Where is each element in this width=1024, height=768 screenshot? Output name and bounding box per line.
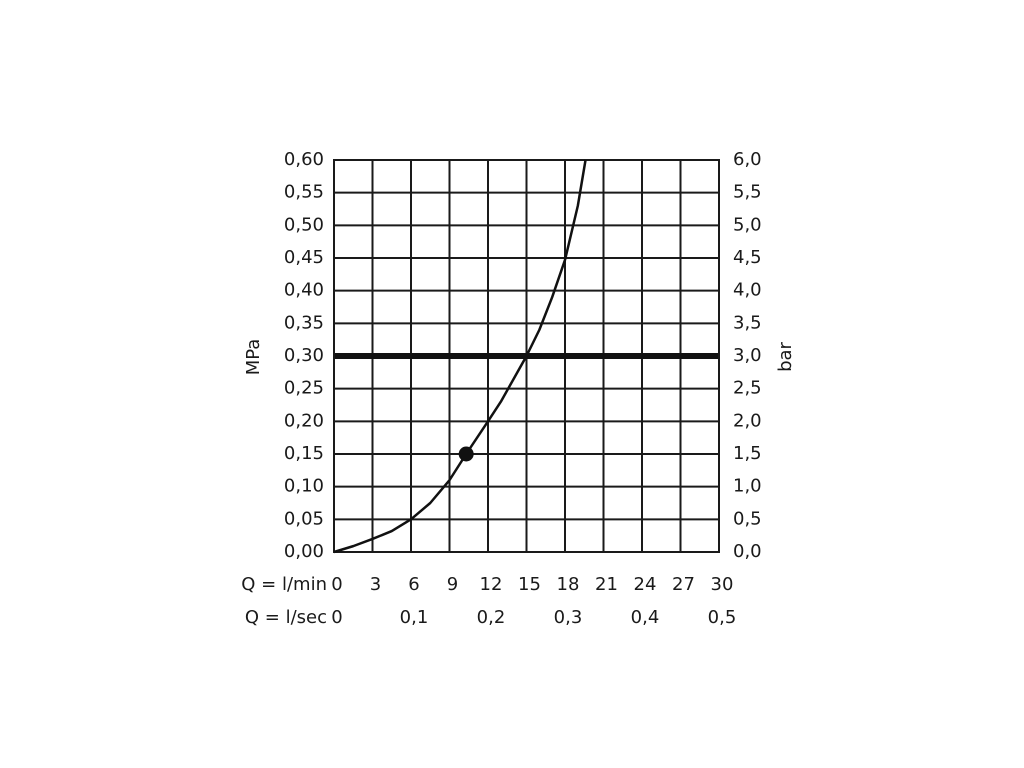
plot-frame bbox=[333, 159, 720, 553]
x-tick-label: 9 bbox=[447, 574, 458, 595]
x-tick-label: 21 bbox=[595, 574, 618, 595]
curve bbox=[333, 159, 587, 554]
x-tick-label: 6 bbox=[408, 574, 419, 595]
x-tick-label: 27 bbox=[672, 574, 695, 595]
x-axis-label: Q = l/min bbox=[241, 574, 327, 595]
x-tick-label: 3 bbox=[370, 574, 381, 595]
y-tick-label: 0,55 bbox=[284, 182, 324, 203]
y2-tick-label: 6,0 bbox=[733, 149, 762, 170]
x-tick-label: 15 bbox=[518, 574, 541, 595]
y2-tick-label: 1,0 bbox=[733, 476, 762, 497]
y-tick-label: 0,20 bbox=[284, 410, 324, 431]
y-tick-label: 0,40 bbox=[284, 280, 324, 301]
y2-tick-label: 2,5 bbox=[733, 378, 762, 399]
y2-tick-label: 5,0 bbox=[733, 214, 762, 235]
x-tick-label: 30 bbox=[711, 574, 734, 595]
y2-tick-label: 0,0 bbox=[733, 541, 762, 562]
y2-axis-label: bar bbox=[775, 341, 796, 371]
y-tick-label: 0,50 bbox=[284, 214, 324, 235]
y-tick-label: 0,25 bbox=[284, 378, 324, 399]
x2-tick-label: 0,2 bbox=[477, 607, 506, 628]
y2-tick-label: 3,0 bbox=[733, 345, 762, 366]
x-tick-label: 0 bbox=[331, 574, 342, 595]
x2-tick-label: 0,4 bbox=[631, 607, 660, 628]
y-axis-label: MPa bbox=[243, 339, 264, 376]
y-tick-label: 0,15 bbox=[284, 443, 324, 464]
y2-tick-label: 4,5 bbox=[733, 247, 762, 268]
y-tick-label: 0,45 bbox=[284, 247, 324, 268]
y2-tick-label: 4,0 bbox=[733, 280, 762, 301]
x2-tick-label: 0,5 bbox=[708, 607, 737, 628]
y2-tick-label: 5,5 bbox=[733, 182, 762, 203]
y-tick-label: 0,60 bbox=[284, 149, 324, 170]
x-tick-label: 18 bbox=[557, 574, 580, 595]
x-tick-label: 12 bbox=[480, 574, 503, 595]
y2-tick-label: 1,5 bbox=[733, 443, 762, 464]
y2-tick-label: 0,5 bbox=[733, 508, 762, 529]
y2-tick-label: 2,0 bbox=[733, 410, 762, 431]
y-tick-label: 0,10 bbox=[284, 476, 324, 497]
x2-tick-label: 0 bbox=[331, 607, 342, 628]
x2-tick-label: 0,3 bbox=[554, 607, 583, 628]
operating-point bbox=[458, 446, 474, 462]
y-tick-label: 0,00 bbox=[284, 541, 324, 562]
x2-axis-label: Q = l/sec bbox=[245, 607, 327, 628]
x2-tick-label: 0,1 bbox=[400, 607, 429, 628]
y-tick-label: 0,05 bbox=[284, 508, 324, 529]
y-tick-label: 0,30 bbox=[284, 345, 324, 366]
y-tick-label: 0,35 bbox=[284, 312, 324, 333]
y2-tick-label: 3,5 bbox=[733, 312, 762, 333]
x-tick-label: 24 bbox=[634, 574, 657, 595]
